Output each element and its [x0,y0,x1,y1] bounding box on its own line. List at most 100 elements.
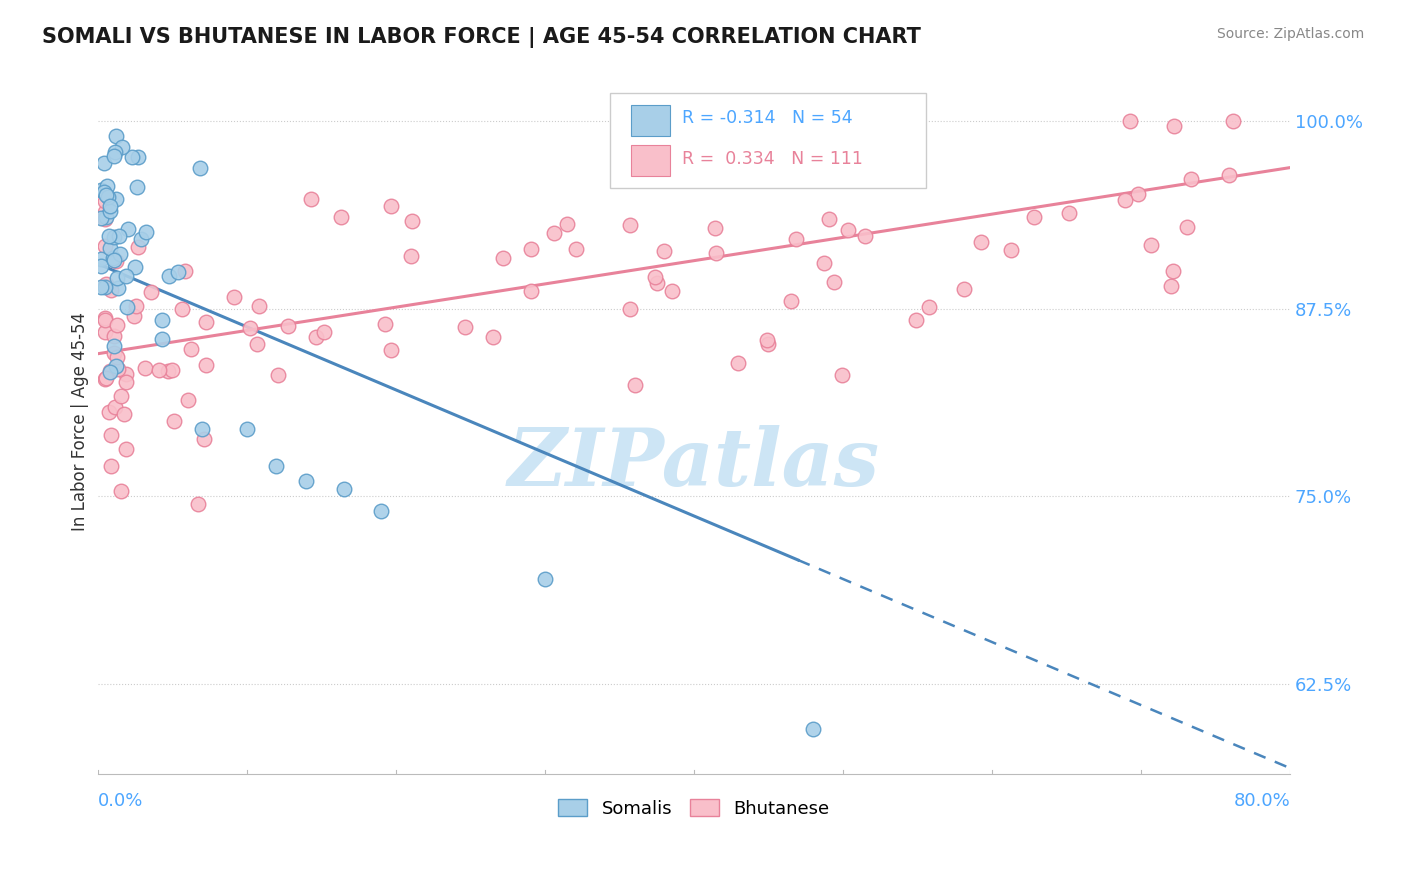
Point [90,259,112,273]
Point [115,442,138,456]
Point [193,432,215,446]
Point [96,188,118,202]
Point [647,276,669,290]
Point [103,229,125,244]
Point [107,281,129,295]
Point [94,372,117,386]
Point [100,428,122,442]
Point [837,223,859,237]
Point [111,140,134,154]
Point [94,312,117,326]
Point [1175,220,1198,235]
Point [98,204,121,219]
Point [918,300,941,314]
Point [103,329,125,343]
Point [856,142,879,156]
Point [104,400,127,414]
Point [103,149,125,163]
Text: 80.0%: 80.0% [1233,792,1291,810]
Point [115,268,138,283]
Text: Source: ZipAtlas.com: Source: ZipAtlas.com [1216,27,1364,41]
Point [823,275,845,289]
Point [727,356,749,370]
Point [380,343,402,357]
Point [721,135,744,149]
Point [704,245,727,260]
Point [127,150,149,164]
Point [150,313,173,327]
Point [194,358,217,372]
Point [134,360,156,375]
Point [267,368,290,382]
Point [557,217,579,231]
Point [98,228,121,243]
Point [105,359,128,374]
Point [105,128,128,143]
Point [247,299,270,313]
Point [520,284,543,298]
Point [520,242,543,256]
Point [124,260,146,275]
Point [1114,193,1136,207]
Point [103,346,125,360]
Point [93,185,115,199]
Point [112,407,135,421]
Point [380,198,402,212]
Point [90,280,112,294]
Point [970,235,993,249]
Point [94,210,117,224]
Point [114,367,136,381]
Point [103,253,125,268]
Point [374,317,396,331]
Point [399,249,422,263]
Point [100,241,122,255]
Point [194,316,217,330]
Point [167,265,190,279]
Point [222,290,245,304]
Point [148,362,170,376]
Point [295,475,318,489]
Text: ZIPatlas: ZIPatlas [508,425,880,502]
Point [1161,264,1184,278]
Point [162,363,184,377]
Point [107,362,129,376]
Point [619,302,641,317]
Point [180,342,202,356]
Point [94,212,117,227]
Point [1163,120,1185,134]
Legend: Somalis, Bhutanese: Somalis, Bhutanese [551,792,837,825]
Point [108,229,131,244]
Point [150,333,173,347]
Point [156,364,179,378]
Text: SOMALI VS BHUTANESE IN LABOR FORCE | AGE 45-54 CORRELATION CHART: SOMALI VS BHUTANESE IN LABOR FORCE | AGE… [42,27,921,48]
Point [239,321,262,335]
Point [1218,168,1240,182]
Point [110,483,132,498]
Point [543,226,565,240]
Point [1140,238,1163,252]
Point [135,225,157,239]
Point [90,183,112,197]
Point [1119,114,1142,128]
Point [755,333,778,347]
Point [110,247,132,261]
Point [780,294,803,309]
Point [330,211,353,225]
Point [90,211,112,226]
Point [93,280,115,294]
Point [1128,187,1150,202]
Point [115,300,138,314]
Point [453,320,475,334]
Point [801,722,824,736]
Point [905,159,928,173]
Point [817,212,839,227]
Point [1180,172,1202,186]
Point [277,319,299,334]
Point [100,283,122,297]
Point [125,179,148,194]
Point [157,268,180,283]
Point [94,194,117,208]
Point [177,392,200,407]
Point [122,309,145,323]
Bar [631,145,669,176]
